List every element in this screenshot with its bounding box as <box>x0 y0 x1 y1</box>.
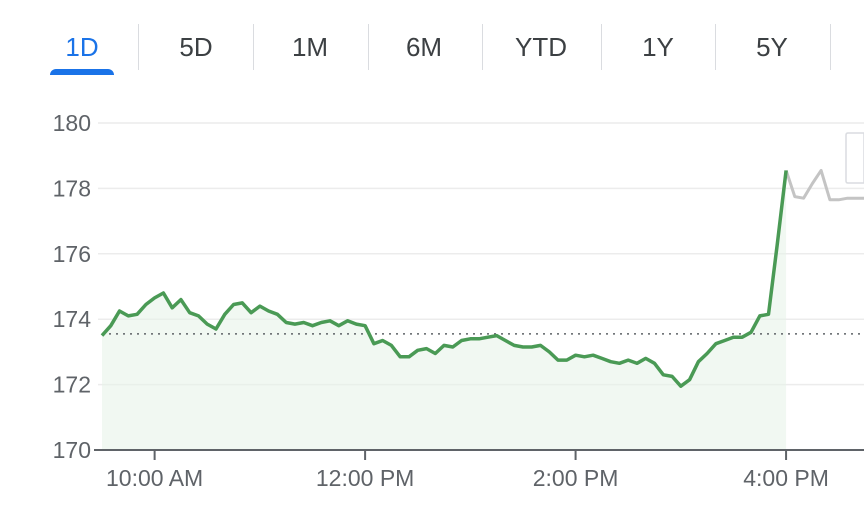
x-tick-label: 10:00 AM <box>106 465 203 491</box>
active-tab-indicator <box>50 69 114 75</box>
hover-tooltip <box>845 132 864 184</box>
x-axis <box>94 449 864 460</box>
tab-5y[interactable]: 5Y <box>756 32 788 62</box>
area-fill <box>102 170 787 451</box>
y-tick-label: 180 <box>53 110 91 136</box>
y-tick-label: 176 <box>53 241 91 267</box>
price-lines <box>100 132 864 388</box>
y-tick-label: 178 <box>53 175 91 201</box>
tab-separator <box>253 24 254 70</box>
tab-separator <box>368 24 369 70</box>
after-hours-line <box>784 168 864 202</box>
y-tick-label: 172 <box>53 372 91 398</box>
tab-ytd[interactable]: YTD <box>515 32 567 62</box>
tab-1d[interactable]: 1D <box>65 32 99 62</box>
regular-session-line <box>100 170 788 388</box>
y-tick-label: 174 <box>53 306 92 332</box>
tab-5d[interactable]: 5D <box>179 32 213 62</box>
tab-separator <box>138 24 139 70</box>
x-tick-label: 12:00 PM <box>316 465 414 491</box>
x-tick-label: 4:00 PM <box>743 465 829 491</box>
range-tabs: 1D 5D 1M 6M YTD 1Y 5Y <box>0 0 864 80</box>
y-tick-label: 170 <box>53 437 91 463</box>
regular-area <box>102 170 787 451</box>
tab-separator <box>482 24 483 70</box>
tab-6m[interactable]: 6M <box>405 32 443 62</box>
tab-separator <box>830 24 831 70</box>
x-tick-label: 2:00 PM <box>533 465 619 491</box>
tab-separator <box>601 24 602 70</box>
tab-1y[interactable]: 1Y <box>642 32 674 62</box>
tab-separator <box>715 24 716 70</box>
tab-1m[interactable]: 1M <box>291 32 329 62</box>
y-axis-labels: 170 172 174 176 178 180 <box>53 110 92 463</box>
x-axis-labels: 10:00 AM 12:00 PM 2:00 PM 4:00 PM <box>106 465 829 491</box>
